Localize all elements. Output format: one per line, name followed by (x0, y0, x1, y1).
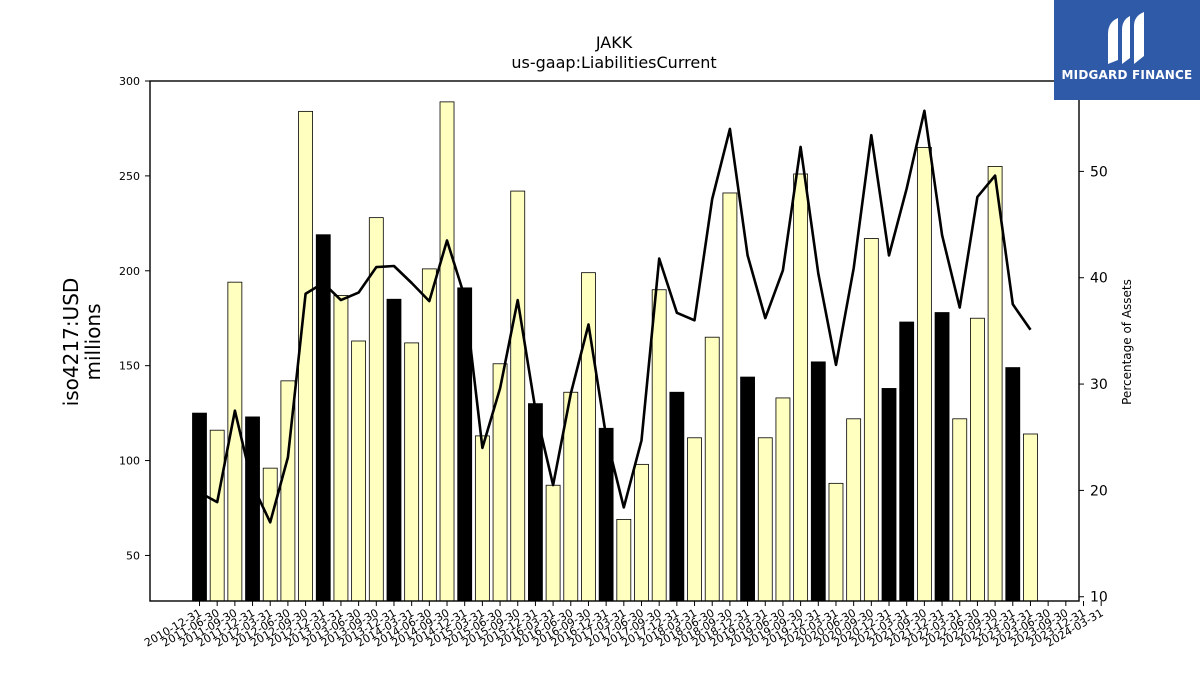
bar (934, 312, 950, 602)
y2-tick-label: 30 (1090, 377, 1108, 393)
bar (192, 412, 207, 602)
bar (510, 190, 526, 602)
bar (775, 397, 791, 602)
bar (757, 437, 773, 602)
y-axis-label-line: iso4217:USD (59, 278, 83, 407)
bar (634, 463, 649, 602)
bar (616, 518, 632, 602)
bar (651, 289, 667, 602)
bar (952, 418, 968, 602)
bar (333, 295, 349, 602)
bar (545, 484, 561, 602)
bar (492, 363, 508, 602)
bar (687, 437, 702, 602)
midgard-finance-logo: MIDGARD FINANCE (1054, 0, 1200, 100)
bar (315, 234, 331, 602)
chart-subtitle: us-gaap:LiabilitiesCurrent (511, 53, 716, 72)
bar (386, 298, 402, 602)
y-axis-ticks: 50 100 150 200 250 300 (119, 75, 150, 562)
bar (209, 429, 225, 602)
percentage-line (198, 109, 1032, 524)
bar (1005, 367, 1021, 602)
logo-text: MIDGARD FINANCE (1061, 68, 1193, 82)
bar (810, 361, 826, 602)
bar (704, 336, 720, 602)
percentage-line-path (198, 109, 1032, 524)
bar (439, 101, 455, 602)
bar (722, 192, 738, 602)
bar (474, 435, 490, 602)
plot-frame (149, 80, 1080, 602)
bar (899, 321, 915, 602)
bar (404, 342, 420, 602)
bar (245, 416, 260, 602)
bar (828, 482, 844, 602)
y2-tick-label: 50 (1090, 164, 1108, 180)
y-axis-label-line: millions (81, 303, 105, 380)
y2-axis-ticks: 10 20 30 40 50 (1079, 164, 1108, 606)
y2-tick-label: 40 (1090, 271, 1108, 287)
bar (793, 173, 809, 602)
chart-title: JAKK (595, 33, 633, 52)
bar (421, 268, 437, 602)
y-tick-label: 150 (119, 360, 140, 373)
bar (970, 317, 985, 602)
y-tick-label: 300 (119, 75, 140, 88)
y2-tick-label: 20 (1090, 483, 1108, 499)
bar (863, 238, 879, 602)
bar (298, 110, 313, 602)
logo-mark-icon (1108, 12, 1144, 64)
bar (262, 467, 278, 602)
bar (916, 147, 932, 602)
x-axis-ticks: 2010-12-312011-06-302011-09-302011-12-31… (142, 601, 1106, 650)
bar (581, 272, 596, 602)
y2-axis-label: Percentage of Assets (1120, 279, 1134, 405)
bar (881, 388, 897, 602)
bar (846, 418, 862, 602)
bar (987, 166, 1003, 602)
y-tick-label: 250 (119, 170, 140, 183)
bars (192, 101, 1038, 602)
bar (740, 376, 755, 602)
y-tick-label: 50 (126, 549, 140, 562)
bar (1023, 433, 1038, 602)
bar (669, 391, 685, 602)
y-tick-label: 200 (119, 265, 140, 278)
y-tick-label: 100 (119, 455, 140, 468)
y2-tick-label: 10 (1090, 590, 1108, 606)
bar (351, 340, 367, 602)
